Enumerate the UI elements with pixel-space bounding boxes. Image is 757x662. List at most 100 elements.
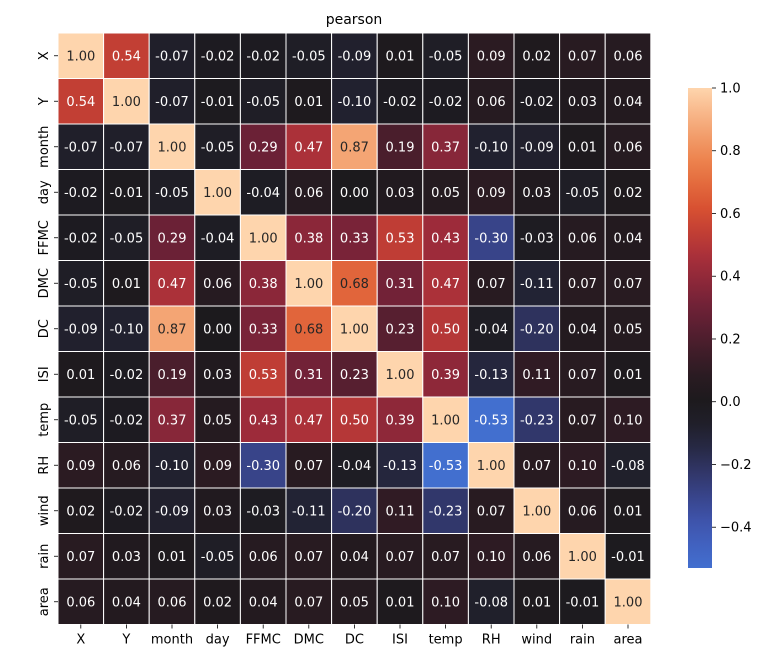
y-tick-label: FFMC (37, 220, 52, 255)
cell-value-label: -0.05 (110, 231, 144, 246)
cell-value-label: 0.04 (249, 595, 278, 610)
cell-value-label: 1.00 (340, 322, 369, 337)
heatmap-cell (148, 78, 196, 125)
cell-value-label: -0.02 (246, 49, 280, 64)
cell-value-label: -0.02 (64, 186, 98, 201)
x-tick-label: DC (345, 633, 364, 648)
heatmap-cell (103, 32, 150, 79)
cell-value-label: -0.30 (246, 459, 280, 474)
heatmap-cell (604, 123, 652, 170)
heatmap-cell (103, 123, 150, 170)
cell-value-label: 0.06 (112, 459, 141, 474)
cell-value-label: 0.38 (294, 231, 323, 246)
cell-value-label: -0.53 (429, 459, 463, 474)
heatmap-cell (194, 351, 241, 398)
cell-value-label: 0.01 (568, 140, 597, 155)
cell-value-label: -0.05 (201, 550, 235, 565)
cell-value-label: 0.07 (568, 368, 597, 383)
cell-value-label: 0.03 (203, 368, 232, 383)
heatmap-cell (331, 169, 378, 216)
heatmap-cell (148, 305, 196, 352)
heatmap-cell (194, 260, 241, 307)
cell-value-label: -0.05 (566, 186, 600, 201)
cell-value-label: 0.07 (568, 277, 597, 292)
cell-value-label: 0.37 (158, 413, 187, 428)
x-tick-label: DMC (294, 633, 324, 648)
cell-value-label: -0.23 (429, 504, 463, 519)
cell-value-label: 0.09 (66, 459, 95, 474)
heatmap-cell (331, 78, 378, 125)
heatmap-cell (103, 533, 150, 580)
heatmap-cell (513, 305, 561, 352)
cell-value-label: 0.11 (522, 368, 551, 383)
heatmap-cell (331, 533, 378, 580)
heatmap-cell (57, 78, 105, 125)
cell-value-label: 1.00 (386, 368, 415, 383)
y-tick-label: area (37, 587, 52, 616)
cell-value-label: -0.07 (110, 140, 144, 155)
colorbar-tick-label: −0.4 (720, 521, 752, 536)
cell-value-label: 0.38 (249, 277, 278, 292)
cell-value-label: 0.06 (522, 550, 551, 565)
cell-value-label: -0.20 (338, 504, 372, 519)
cell-value-label: -0.02 (429, 95, 463, 110)
cell-value-label: 1.00 (431, 413, 460, 428)
cell-value-label: 0.31 (386, 277, 415, 292)
heatmap-cell (513, 260, 561, 307)
cell-value-label: 0.47 (294, 140, 323, 155)
heatmap-cell (376, 396, 424, 443)
cell-value-label: -0.01 (201, 95, 235, 110)
heatmap-cell (285, 578, 333, 625)
cell-value-label: 1.00 (522, 504, 551, 519)
heatmap-cell (376, 260, 424, 307)
colorbar-tick-label: 1.0 (720, 82, 741, 97)
cell-value-label: -0.02 (110, 413, 144, 428)
heatmap-cell (467, 442, 515, 489)
cell-value-label: 0.11 (386, 504, 415, 519)
chart-title: pearson (326, 12, 383, 28)
cell-value-label: 0.01 (386, 595, 415, 610)
cell-value-label: 0.39 (386, 413, 415, 428)
cell-value-label: -0.13 (474, 368, 508, 383)
cell-value-label: 0.05 (614, 322, 643, 337)
heatmap-cell (239, 78, 287, 125)
x-tick-label: temp (429, 633, 463, 648)
cell-value-label: 0.19 (386, 140, 415, 155)
heatmap-cell (239, 351, 287, 398)
heatmap-cell (376, 169, 424, 216)
x-tick-label: day (206, 633, 230, 648)
cell-value-label: 0.05 (340, 595, 369, 610)
cell-value-label: 1.00 (203, 186, 232, 201)
heatmap-cell (57, 396, 105, 443)
colorbar: −0.4 −0.2 0.0 0.2 0.4 0.6 0.8 1.0 (688, 82, 752, 568)
cell-value-label: 0.10 (568, 459, 597, 474)
cell-value-label: 0.01 (158, 550, 187, 565)
cell-value-label: 0.07 (568, 413, 597, 428)
cell-value-label: 0.01 (294, 95, 323, 110)
cell-value-label: 0.03 (386, 186, 415, 201)
cell-value-label: -0.02 (201, 49, 235, 64)
cell-value-label: -0.04 (201, 231, 235, 246)
heatmap-cell (148, 396, 196, 443)
heatmap-cell (239, 305, 287, 352)
heatmap-cell (467, 169, 515, 216)
heatmap-cell (376, 351, 424, 398)
cell-value-label: 0.06 (66, 595, 95, 610)
cell-value-label: -0.30 (474, 231, 508, 246)
cell-value-label: -0.53 (474, 413, 508, 428)
heatmap-cell (103, 260, 150, 307)
heatmap-cell (422, 305, 469, 352)
cell-value-label: 0.06 (294, 186, 323, 201)
cell-value-label: -0.05 (64, 277, 98, 292)
heatmap-cell (422, 169, 469, 216)
heatmap-cell (103, 442, 150, 489)
cell-value-label: -0.05 (246, 95, 280, 110)
cell-value-label: 0.10 (614, 413, 643, 428)
heatmap-cell (467, 78, 515, 125)
colorbar-tick-label: 0.4 (720, 270, 741, 285)
cell-value-label: -0.10 (474, 140, 508, 155)
heatmap-cell (559, 351, 606, 398)
heatmap-cell (467, 123, 515, 170)
x-tick-label: FFMC (246, 633, 281, 648)
cell-value-label: -0.23 (520, 413, 554, 428)
